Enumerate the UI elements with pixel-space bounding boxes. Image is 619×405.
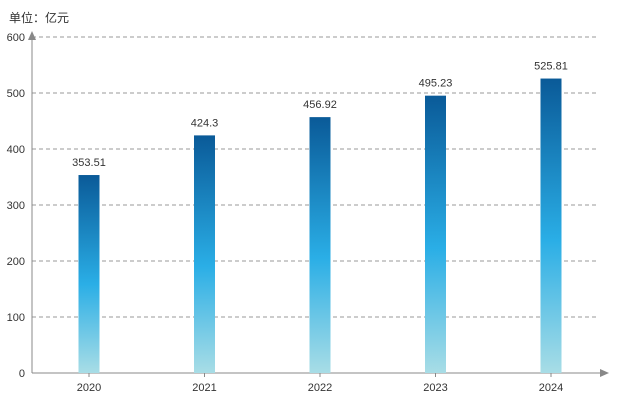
y-tick-labels: 0 100 200 300 400 500 600: [7, 32, 25, 380]
bar-2021: [194, 135, 215, 373]
x-tick-label-2024: 2024: [539, 382, 563, 394]
bar-2024: [540, 78, 562, 374]
y-tick-label: 200: [7, 256, 25, 268]
value-label-2024: 525.81: [534, 61, 568, 73]
value-label-2023: 495.23: [419, 78, 453, 90]
y-tick-label: 0: [19, 368, 25, 380]
x-tick-labels: 2020 2021 2022 2023 2024: [77, 382, 563, 394]
value-label-2022: 456.92: [303, 99, 337, 111]
y-tick-label: 400: [7, 144, 25, 156]
x-tick-label-2020: 2020: [77, 382, 101, 394]
x-tick-label-2023: 2023: [423, 382, 447, 394]
y-tick-label: 600: [7, 32, 25, 44]
bar-2023: [425, 95, 446, 373]
y-tick-label: 100: [7, 312, 25, 324]
value-label-2020: 353.51: [72, 157, 106, 169]
x-tick-label-2021: 2021: [192, 382, 216, 394]
bar-2022: [309, 117, 331, 373]
value-label-2021: 424.3: [191, 117, 219, 129]
y-tick-label: 500: [7, 88, 25, 100]
bar-2020: [78, 175, 100, 373]
value-labels: 353.51 424.3 456.92 495.23 525.81: [72, 61, 568, 169]
y-axis-arrow: [28, 31, 36, 40]
x-tick-label-2022: 2022: [308, 382, 332, 394]
x-axis-arrow: [600, 369, 609, 377]
unit-label: 单位：亿元: [9, 11, 70, 25]
y-tick-label: 300: [7, 200, 25, 212]
bars: [78, 78, 562, 374]
